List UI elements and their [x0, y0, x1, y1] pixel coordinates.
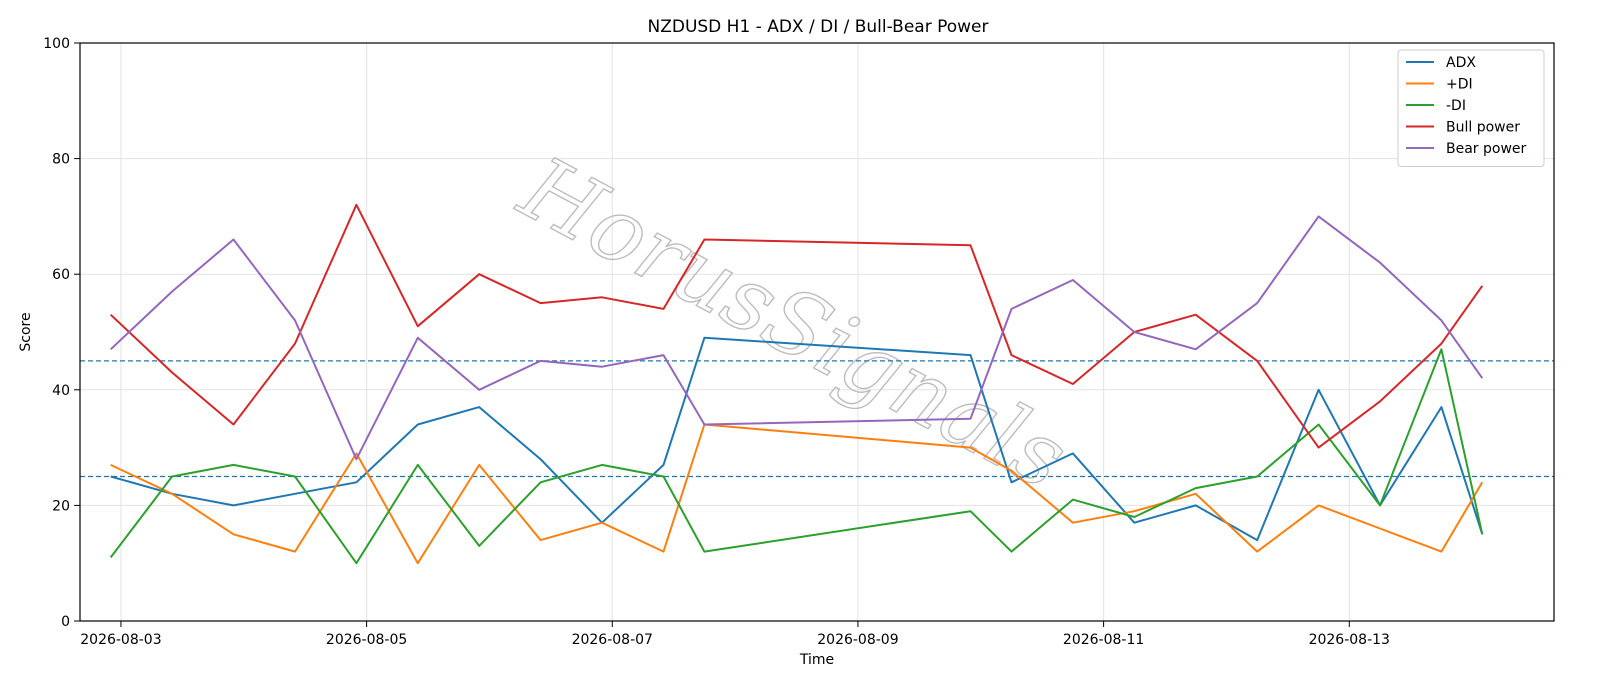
- legend-label: Bull power: [1446, 120, 1520, 136]
- legend: ADX +DI -DI Bull power Bear power: [1397, 49, 1545, 167]
- watermark-text: HorusSignals: [503, 136, 1084, 510]
- x-tick-label: 2026-08-07: [572, 632, 653, 648]
- y-tick-label: 40: [52, 383, 70, 399]
- axis-ticks: 0 20 40 60 80 100 2026-08-03 2026-08-05 2026-08-…: [43, 36, 1390, 648]
- x-tick-label: 2026-08-09: [817, 632, 898, 648]
- series-line-adx: [110, 336, 1484, 542]
- x-tick-label: 2026-08-11: [1063, 632, 1144, 648]
- chart-title: NZDUSD H1 - ADX / DI / Bull-Bear Power: [647, 17, 988, 37]
- legend-label: +DI: [1446, 77, 1473, 93]
- y-tick-label: 20: [52, 498, 70, 514]
- series-line-bull-power: [110, 203, 1484, 449]
- y-tick-label: 100: [43, 36, 70, 52]
- legend-box: [1397, 49, 1545, 167]
- y-tick-label: 60: [52, 267, 70, 283]
- x-tick-label: 2026-08-05: [326, 632, 407, 648]
- y-axis-label: Score: [18, 312, 34, 351]
- series-line-minus-di: [109, 348, 1484, 565]
- y-tick-label: 80: [52, 152, 70, 168]
- reference-lines: [80, 360, 1554, 478]
- x-tick-label: 2026-08-13: [1309, 632, 1390, 648]
- series-layer: [109, 203, 1484, 565]
- legend-label: -DI: [1446, 98, 1466, 114]
- watermark: HorusSignals: [502, 135, 1084, 510]
- x-tick-label: 2026-08-03: [80, 632, 161, 648]
- legend-label: Bear power: [1446, 141, 1527, 157]
- y-tick-label: 0: [61, 614, 70, 630]
- series-line-bear-power: [110, 215, 1484, 461]
- plot-frame: [79, 42, 1555, 622]
- legend-label: ADX: [1446, 55, 1476, 71]
- x-axis-label: Time: [799, 652, 834, 668]
